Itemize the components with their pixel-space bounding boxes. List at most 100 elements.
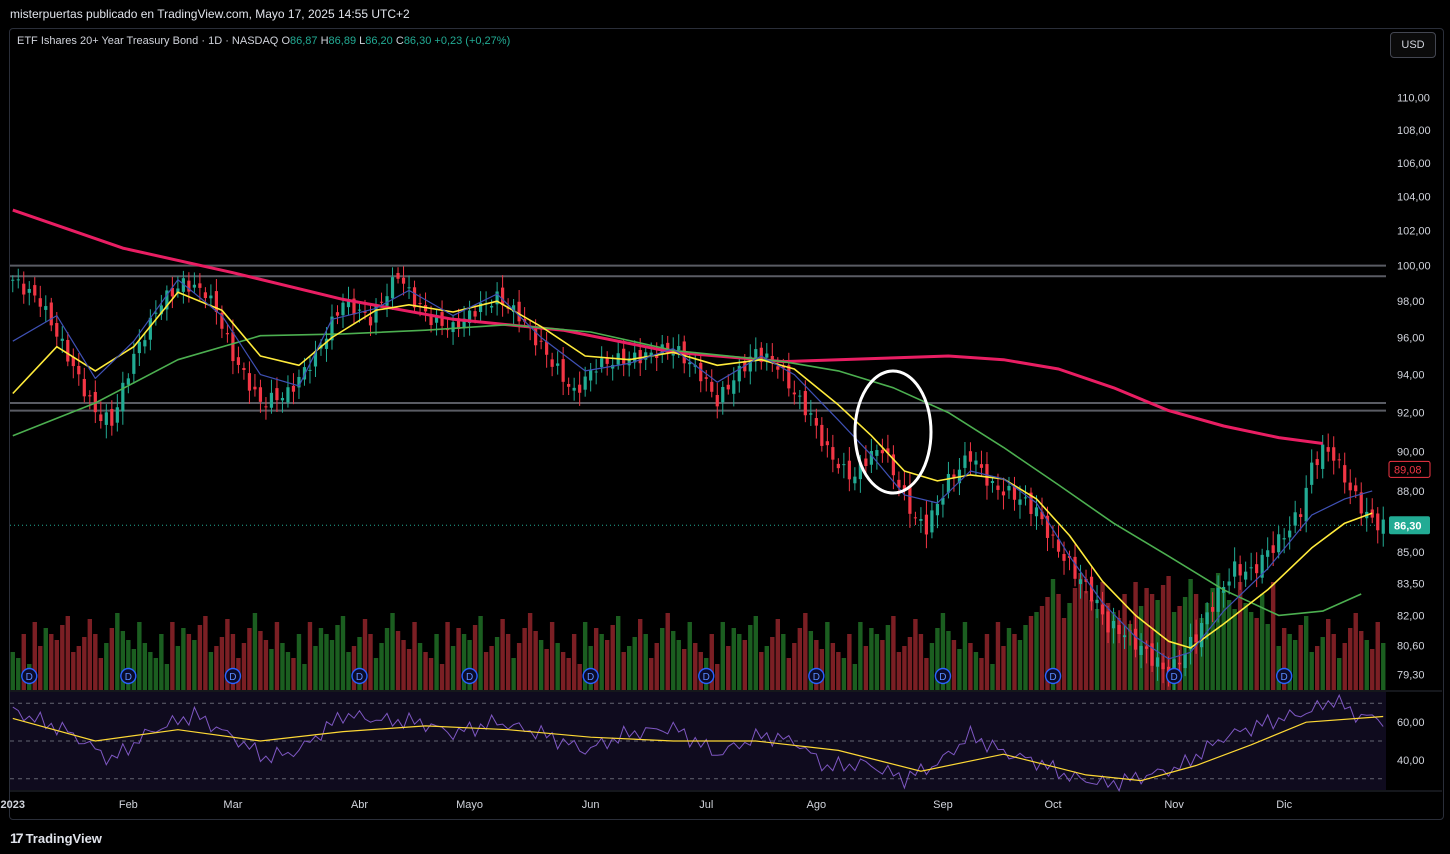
volume-bar (32, 622, 37, 690)
volume-bar (819, 649, 825, 690)
candle-body (759, 347, 763, 362)
moving-averages (12, 208, 1373, 660)
candle-body (313, 351, 318, 367)
volume-bar (764, 646, 769, 690)
volume-bar (1370, 649, 1375, 690)
volume-bar (1039, 606, 1045, 690)
candle-body (280, 397, 285, 401)
tradingview-logo[interactable]: 17 TradingView (10, 830, 102, 846)
candle-body (941, 497, 945, 505)
candle-body (1299, 514, 1303, 517)
candle-body (1260, 554, 1264, 578)
volume-bar (357, 637, 362, 690)
volume-bar (291, 658, 296, 690)
candle-body (638, 350, 642, 364)
time-tick-label: Ago (807, 799, 827, 811)
volume-bar (450, 646, 456, 690)
last-price-label: 86,30 (1394, 520, 1422, 532)
tradingview-logo-text: TradingView (25, 830, 102, 846)
price-axis: 110,00 108,00 106,00 104,00 102,00 100,00 98,0… (1388, 93, 1431, 767)
candle-body (121, 382, 125, 412)
volume-bar (335, 625, 340, 690)
candle-body (374, 304, 378, 323)
candle-body (1310, 462, 1314, 485)
candle-body (1348, 482, 1352, 491)
volume-bar (1083, 591, 1089, 690)
candle-body (1051, 534, 1055, 536)
dividend-marker: D (808, 667, 825, 685)
candle-body (1161, 662, 1165, 670)
candle-body (721, 386, 725, 403)
candle-body (836, 463, 840, 469)
candle-body (49, 302, 53, 326)
candle-body (1056, 539, 1061, 552)
candle-body (71, 356, 75, 367)
rsi-ma-line (12, 715, 1384, 782)
candle-body (346, 299, 351, 308)
volume-bar (770, 637, 775, 690)
candle-body (198, 283, 202, 288)
candle-body (1282, 538, 1286, 540)
candle-body (858, 463, 862, 480)
candle-body (1277, 534, 1281, 553)
candle-body (1315, 459, 1319, 466)
volume-bar (665, 613, 670, 690)
candle-body (1326, 447, 1330, 452)
candle-body (979, 464, 984, 468)
volume-bar (940, 613, 946, 690)
volume-bar (511, 658, 516, 690)
volume-bar (1116, 618, 1122, 690)
volume-bar (494, 637, 500, 690)
candle-body (600, 358, 604, 368)
candle-body (1045, 515, 1050, 538)
volume-bar (274, 622, 280, 690)
dividend-marker-icon (1275, 667, 1293, 685)
candle-body (462, 318, 466, 328)
volume-bar (516, 643, 522, 690)
candle-body (974, 460, 978, 465)
candle-body (963, 455, 967, 468)
volume-bar (483, 652, 489, 690)
candle-body (264, 406, 268, 408)
currency-button[interactable]: USD (1390, 32, 1436, 58)
volume-bar (1089, 600, 1094, 690)
candle-body (104, 412, 108, 425)
candle-body (38, 298, 42, 307)
candle-body (22, 283, 26, 295)
price-tick-label: 88,00 (1397, 486, 1425, 498)
volume-bar (1221, 591, 1226, 690)
candle-body (401, 277, 406, 284)
annotation-ellipse (853, 369, 933, 495)
volume-bar (1050, 579, 1056, 690)
volume-bar (126, 640, 131, 690)
volume-bar (373, 658, 379, 690)
volume-bar (285, 652, 291, 690)
rsi-tick-label: 40,00 (1397, 755, 1425, 767)
candle-body (341, 302, 345, 316)
candle-body (1332, 447, 1336, 461)
volume-bar (197, 625, 203, 690)
volume-bar (1028, 616, 1034, 690)
volume-bar (428, 658, 434, 690)
candle-body (688, 362, 692, 365)
chart-frame (9, 28, 1444, 820)
volume-bar (153, 658, 159, 690)
candle-body (913, 517, 918, 519)
volume-bar (715, 664, 720, 690)
volume-bar (803, 613, 808, 690)
volume-bar (643, 634, 648, 690)
candle-body (77, 365, 81, 375)
volume-bar (1364, 640, 1369, 690)
candle-body (875, 450, 879, 456)
candle-body (1211, 607, 1215, 612)
candle-body (187, 280, 191, 292)
volume-bar (863, 646, 869, 690)
dividend-marker-icon (582, 667, 599, 685)
dividend-marker: D (1275, 667, 1293, 685)
dividend-marker-icon (224, 667, 242, 685)
candle-body (418, 302, 422, 304)
volume-bar (175, 646, 181, 690)
volume-bar (1061, 618, 1067, 690)
candle-body (754, 349, 758, 362)
